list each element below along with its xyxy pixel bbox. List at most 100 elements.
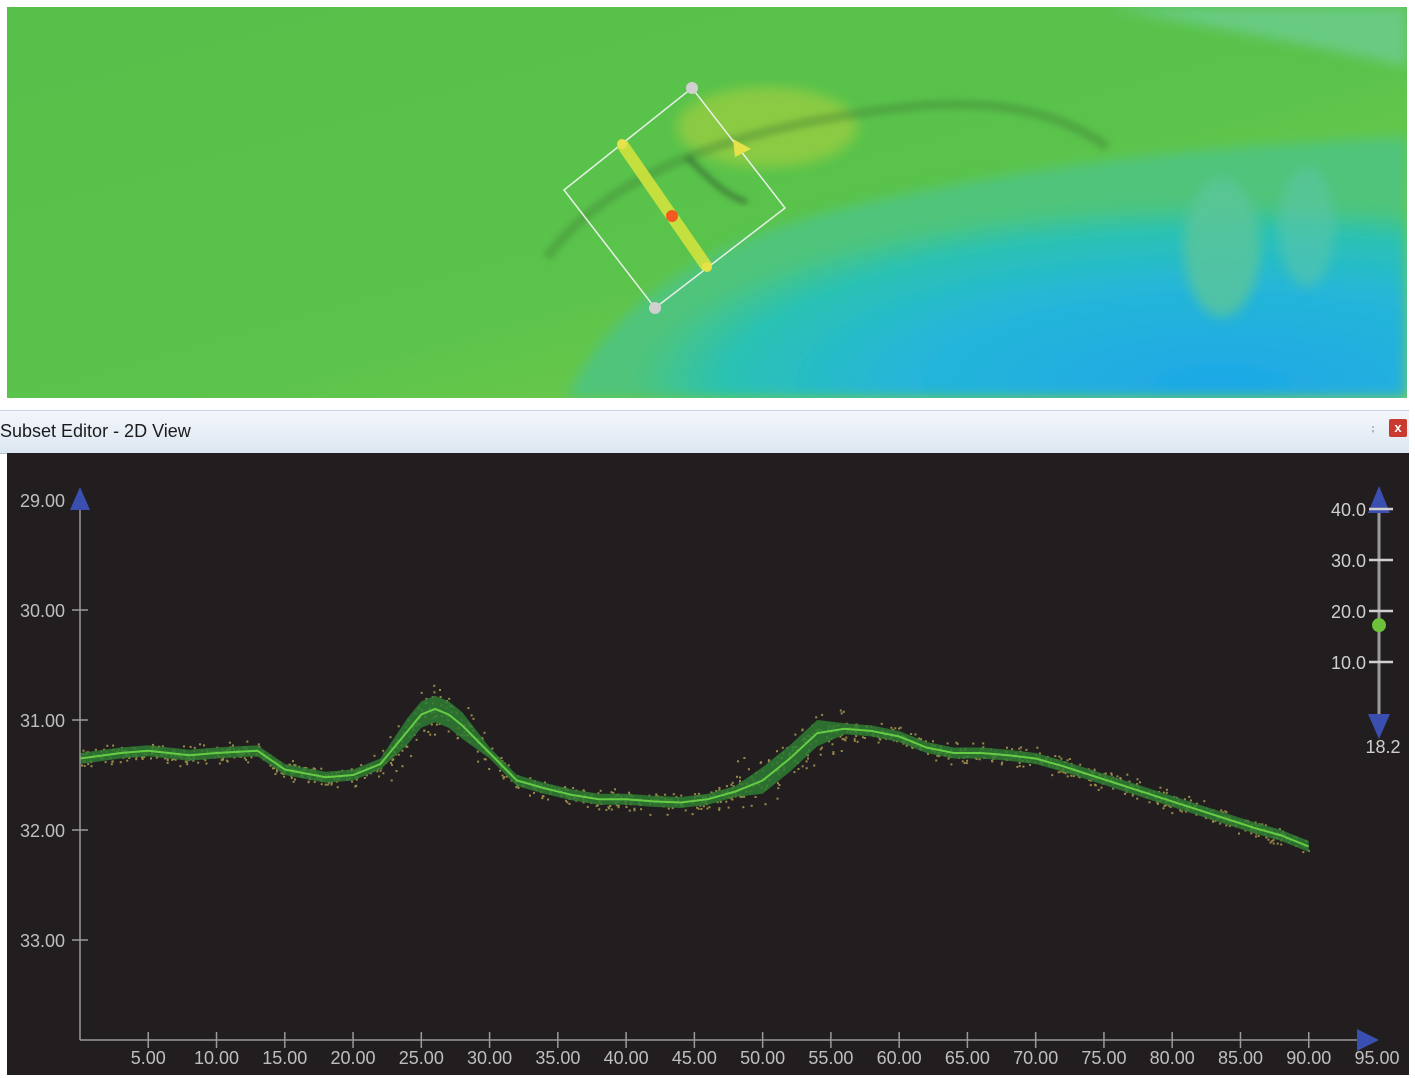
sounding-point <box>664 793 667 796</box>
sounding-point <box>350 768 353 771</box>
sounding-point <box>598 808 601 811</box>
sounding-point <box>1159 786 1162 789</box>
sounding-point <box>390 779 393 782</box>
profile-2d-view[interactable]: 29.00 30.00 31.00 32.00 33.00 5.00 10.00 15.00 2… <box>7 453 1409 1075</box>
x-tick-label: 25.00 <box>399 1048 444 1068</box>
sounding-point <box>1078 776 1081 779</box>
bathymetry-map-view[interactable] <box>7 7 1407 398</box>
profile-line[interactable] <box>617 140 712 271</box>
sounding-point <box>435 723 438 726</box>
slider-value-label: 18.2 <box>1365 737 1400 757</box>
slider-handle[interactable] <box>1372 618 1386 633</box>
sounding-point <box>1070 774 1073 777</box>
sounding-point <box>706 807 709 810</box>
sounding-point <box>1018 747 1021 750</box>
sounding-point <box>730 783 733 786</box>
sounding-point <box>898 727 901 730</box>
sounding-point <box>655 793 658 796</box>
sounding-point <box>355 784 358 787</box>
sounding-point <box>609 805 612 807</box>
sounding-point <box>572 787 575 789</box>
sounding-point <box>1100 786 1103 789</box>
sounding-point <box>1205 817 1208 820</box>
sounding-point <box>363 777 366 779</box>
sounding-point <box>305 767 308 769</box>
sounding-point <box>83 765 86 767</box>
sounding-point <box>1025 748 1028 751</box>
sounding-point <box>982 742 985 745</box>
sounding-point <box>894 727 897 730</box>
sounding-point <box>955 741 958 744</box>
sounding-point <box>271 767 274 770</box>
sounding-point <box>586 805 589 808</box>
sounding-point <box>111 760 114 763</box>
sounding-point <box>389 736 392 739</box>
arrow-up-icon[interactable] <box>1368 486 1390 513</box>
sounding-point <box>739 780 741 782</box>
sounding-point <box>614 788 616 791</box>
center-handle[interactable] <box>666 210 678 222</box>
sounding-point <box>855 735 858 737</box>
sounding-point <box>94 748 97 751</box>
end-handle[interactable] <box>617 139 627 149</box>
sounding-point <box>615 804 618 807</box>
sounding-point <box>1000 763 1003 766</box>
end-handle[interactable] <box>702 262 712 272</box>
sounding-point <box>1189 799 1192 802</box>
sounding-point <box>483 731 486 734</box>
sounding-point <box>307 781 310 784</box>
sounding-point <box>932 740 934 743</box>
selection-box[interactable] <box>562 82 787 314</box>
sounding-point <box>197 761 200 764</box>
chart-axes: 29.00 30.00 31.00 32.00 33.00 5.00 10.00 15.00 2… <box>20 487 1400 1068</box>
sounding-point <box>269 764 272 767</box>
sounding-point <box>1184 810 1187 813</box>
x-tick-label: 60.00 <box>877 1048 922 1068</box>
sounding-point <box>1148 801 1151 804</box>
sounding-point <box>843 738 846 741</box>
sounding-point <box>605 808 608 811</box>
x-tick-label: 65.00 <box>945 1048 990 1068</box>
sounding-point <box>292 760 294 763</box>
x-axis-arrow-icon[interactable] <box>1357 1029 1379 1051</box>
direction-arrow-icon[interactable] <box>733 139 751 157</box>
sounding-point <box>1272 839 1275 842</box>
pin-icon[interactable]: ⨟ <box>1371 420 1375 435</box>
sounding-point <box>1097 788 1100 791</box>
sounding-point <box>727 806 730 809</box>
vertical-slider[interactable]: 40.0 30.0 20.0 10.0 18.2 <box>1331 486 1401 757</box>
sounding-point <box>174 758 177 761</box>
sounding-point <box>1250 832 1253 835</box>
sounding-point <box>807 757 809 760</box>
sounding-point <box>610 808 613 811</box>
sounding-point <box>716 801 719 804</box>
sounding-point <box>1267 838 1270 841</box>
sounding-point <box>617 804 620 807</box>
sounding-point <box>961 760 964 763</box>
sounding-point <box>1254 821 1257 824</box>
sounding-point <box>203 744 205 747</box>
sounding-point <box>832 751 835 754</box>
sounding-point <box>282 773 285 775</box>
corner-handle[interactable] <box>686 82 698 94</box>
y-tick-label: 33.00 <box>20 931 65 951</box>
sounding-point <box>607 806 610 809</box>
corner-handle[interactable] <box>649 302 661 314</box>
sounding-point <box>725 800 728 803</box>
sounding-point <box>112 744 115 747</box>
y-axis-arrow-icon[interactable] <box>70 487 90 510</box>
x-tick-label: 90.00 <box>1286 1048 1331 1068</box>
arrow-down-icon[interactable] <box>1368 714 1390 739</box>
sounding-point <box>1126 773 1129 776</box>
x-tick-label: 45.00 <box>672 1048 717 1068</box>
sounding-point <box>935 759 938 762</box>
sounding-point <box>517 786 520 789</box>
close-button[interactable]: x <box>1389 419 1407 437</box>
sounding-point <box>313 780 316 783</box>
sounding-point <box>831 743 834 746</box>
sounding-point <box>293 764 296 767</box>
sounding-point <box>568 802 571 805</box>
sounding-point <box>1054 755 1057 758</box>
x-tick-label: 20.00 <box>331 1048 376 1068</box>
sounding-point <box>257 743 260 746</box>
